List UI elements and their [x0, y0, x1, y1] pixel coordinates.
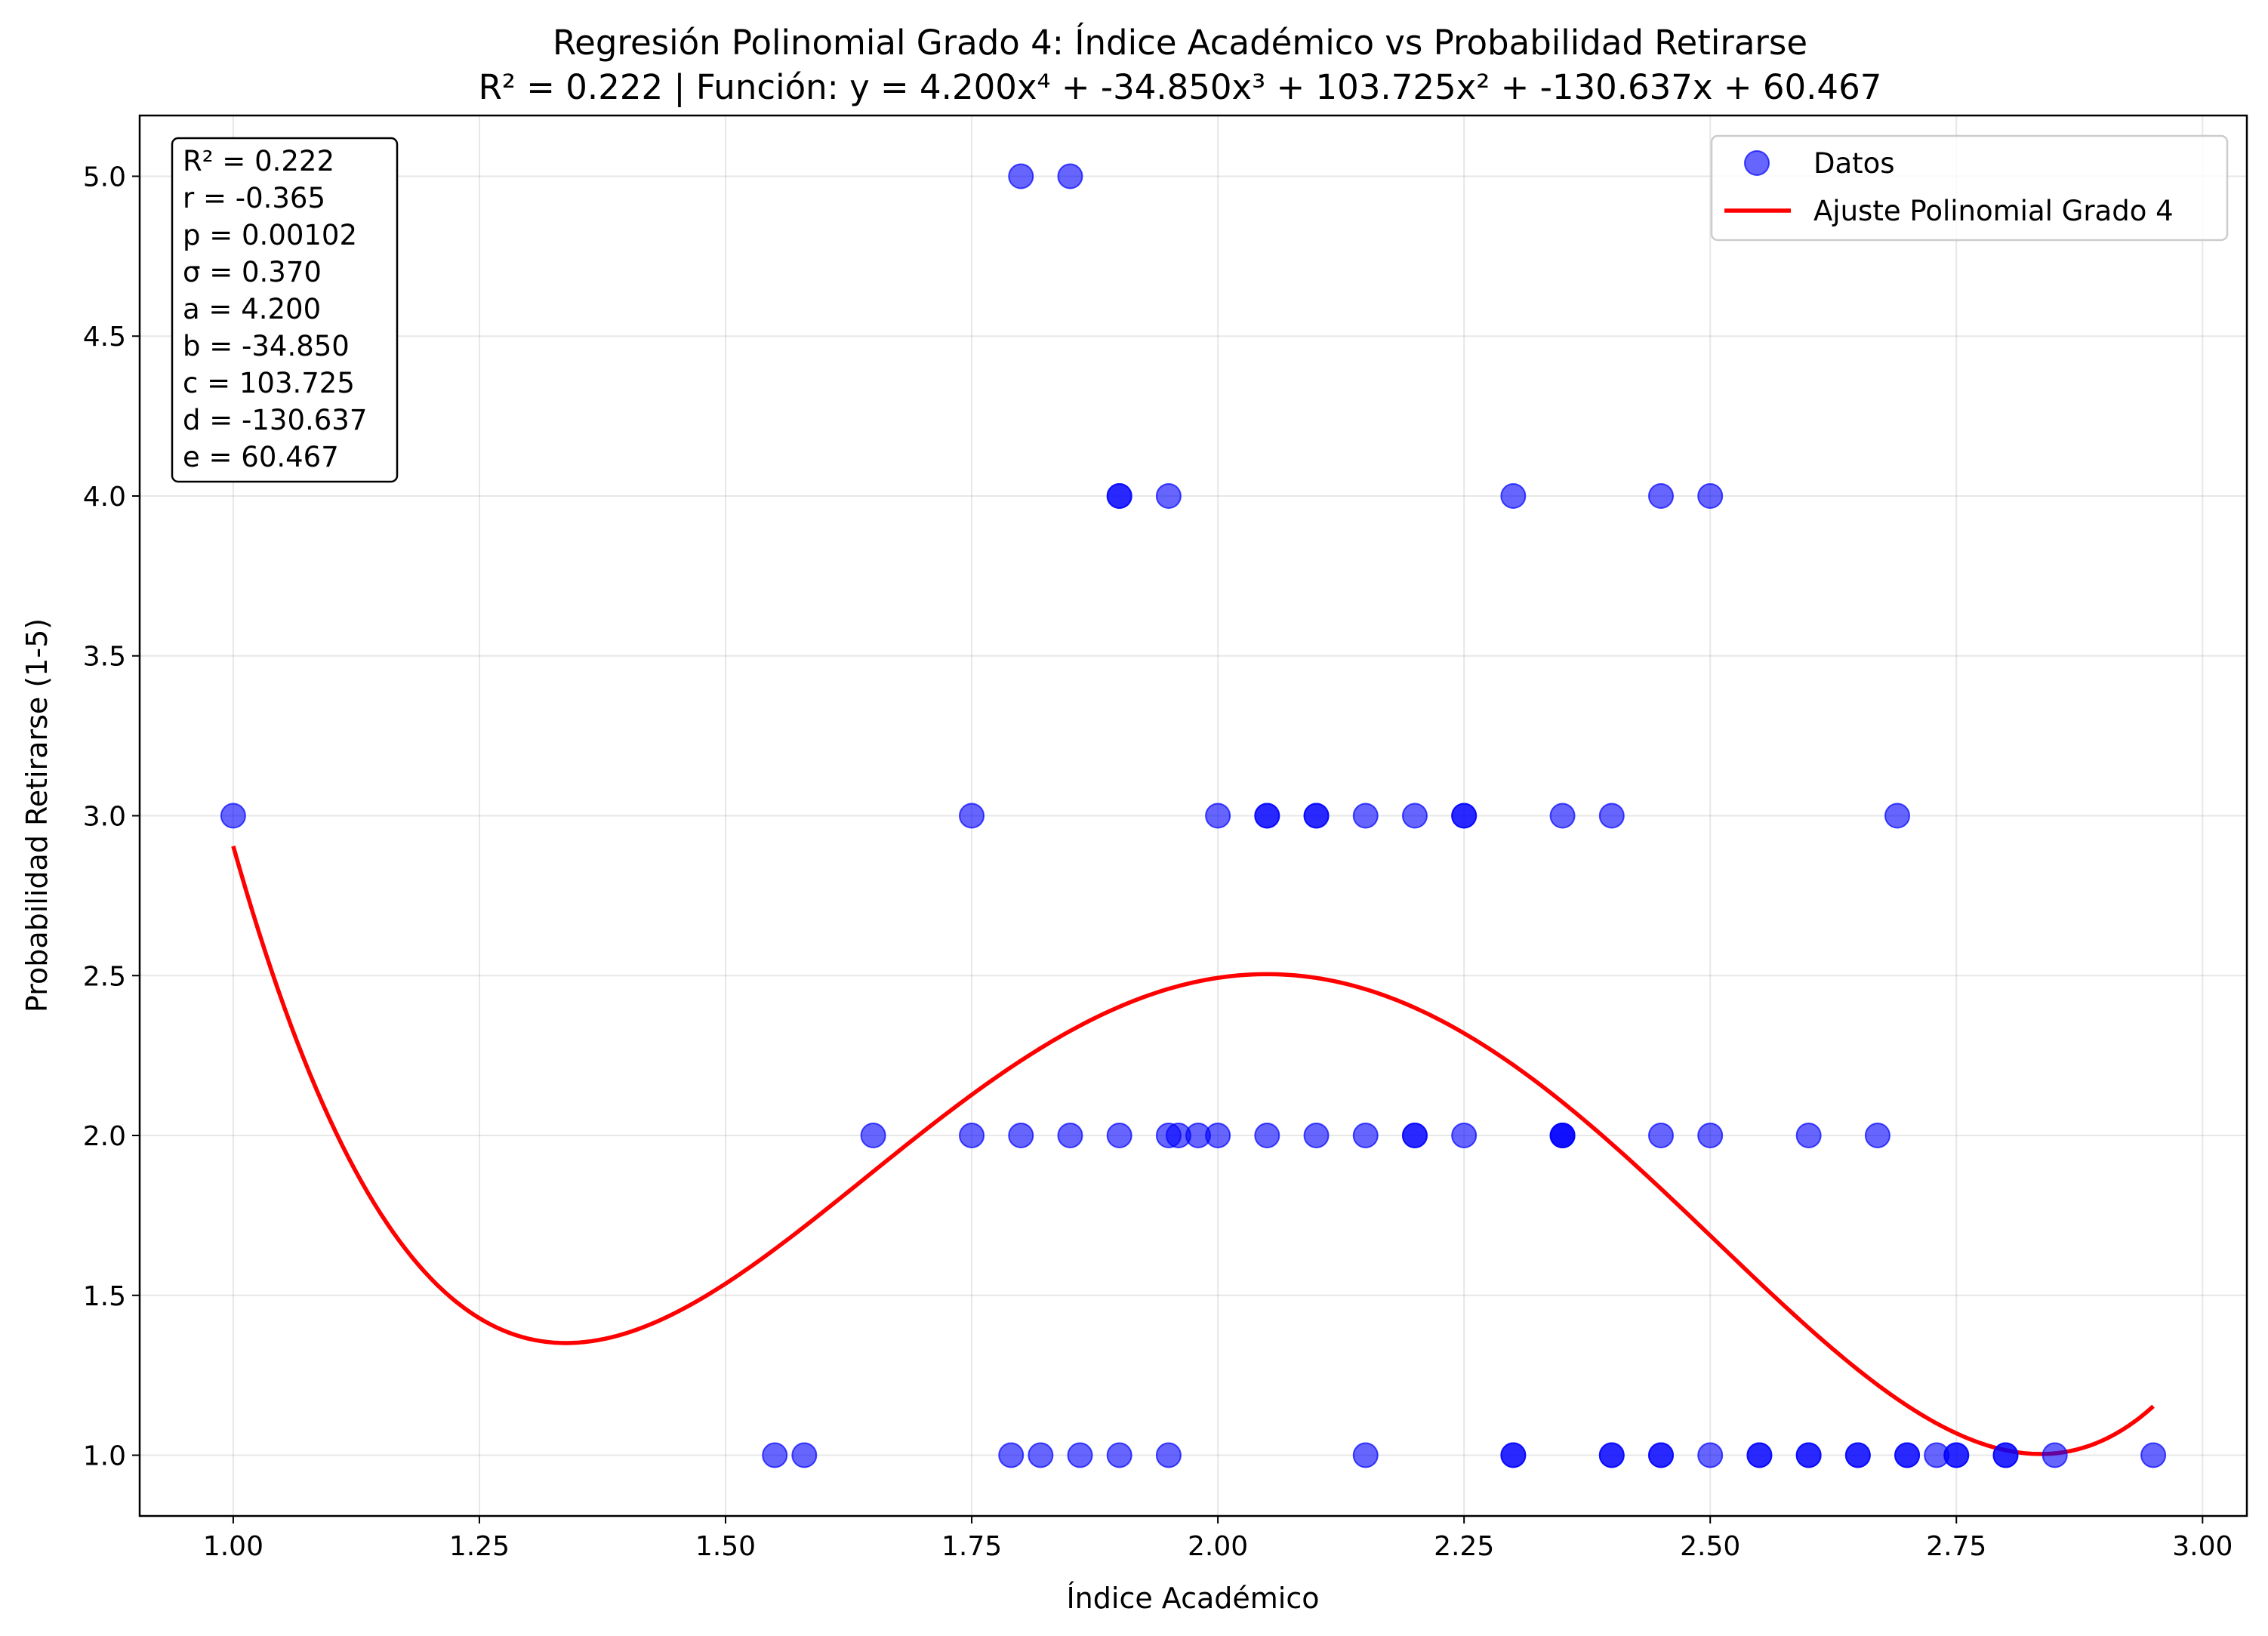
- data-point: [1647, 482, 1674, 509]
- data-point: [1795, 1123, 1822, 1149]
- y-axis-ticks: 1.0 1.5 2.0 2.5 3.0 3.5 4.0 4.5 5.0: [83, 162, 140, 1472]
- data-point: [1008, 163, 1034, 189]
- data-point: [220, 803, 246, 829]
- legend-frame: [1710, 134, 2229, 242]
- y-tick-label: 1.0: [83, 1441, 126, 1472]
- y-tick-label: 1.5: [83, 1281, 126, 1312]
- data-point: [1844, 1442, 1871, 1468]
- data-point: [1303, 1123, 1330, 1149]
- y-tick-label: 5.0: [83, 162, 126, 193]
- data-point: [998, 1442, 1025, 1468]
- x-axis-label: Índice Académico: [1066, 1582, 1319, 1615]
- y-tick-label: 4.5: [83, 322, 126, 353]
- chart-subtitle: R² = 0.222 | Función: y = 4.200x⁴ + -34.…: [479, 67, 1882, 107]
- data-point: [1864, 1123, 1891, 1149]
- data-point: [1008, 1123, 1034, 1149]
- data-point: [1067, 1442, 1093, 1468]
- data-point: [1254, 803, 1280, 829]
- stats-box: R² = 0.222 r = -0.365 p = 0.00102 σ = 0.370…: [171, 137, 399, 483]
- stats-line: p = 0.00102: [183, 219, 357, 251]
- data-point: [1106, 1442, 1132, 1468]
- data-point: [1746, 1442, 1773, 1468]
- x-tick-label: 1.50: [695, 1531, 756, 1562]
- legend: Datos Ajuste Polinomial Grado 4: [1710, 134, 2229, 242]
- y-tick-label: 3.0: [83, 802, 126, 833]
- chart-title: Regresión Polinomial Grado 4: Índice Aca…: [553, 23, 1807, 63]
- y-tick-label: 3.5: [83, 642, 126, 673]
- data-point: [1992, 1442, 2019, 1468]
- data-point: [1451, 803, 1478, 829]
- data-point: [1884, 803, 1911, 829]
- y-tick-label: 4.0: [83, 482, 126, 513]
- data-point: [1697, 1123, 1724, 1149]
- data-point: [1106, 1123, 1132, 1149]
- y-tick-label: 2.0: [83, 1121, 126, 1152]
- stats-box-frame: [171, 137, 399, 483]
- stats-line: e = 60.467: [183, 441, 339, 473]
- data-point: [1894, 1442, 1921, 1468]
- data-point: [1352, 803, 1379, 829]
- x-tick-label: 2.75: [1926, 1531, 1986, 1562]
- plot-frame: [138, 114, 2248, 1517]
- y-axis-label: Probabilidad Retirarse (1-5): [20, 618, 54, 1012]
- x-tick-label: 1.75: [941, 1531, 1002, 1562]
- stats-line: a = 4.200: [183, 293, 321, 325]
- data-point: [2140, 1442, 2167, 1468]
- y-tick-label: 2.5: [83, 961, 126, 992]
- data-point: [959, 1123, 985, 1149]
- x-tick-label: 3.00: [2172, 1531, 2233, 1562]
- x-axis-ticks: 1.00 1.25 1.50 1.75 2.00 2.25 2.50 2.75 3.00: [203, 1516, 2233, 1562]
- data-point: [959, 803, 985, 829]
- stats-line: σ = 0.370: [183, 256, 322, 288]
- data-points: [220, 163, 2167, 1468]
- data-point: [1205, 1123, 1231, 1149]
- data-point: [1549, 803, 1576, 829]
- data-point: [1697, 482, 1724, 509]
- data-point: [1303, 803, 1330, 829]
- data-point: [1598, 803, 1625, 829]
- data-point: [1549, 1123, 1576, 1149]
- data-point: [1352, 1442, 1379, 1468]
- data-point: [1057, 163, 1083, 189]
- data-point: [1598, 1442, 1625, 1468]
- data-point: [1500, 482, 1527, 509]
- data-point: [1451, 1123, 1478, 1149]
- stats-line: c = 103.725: [183, 367, 355, 399]
- legend-label-fit: Ajuste Polinomial Grado 4: [1813, 195, 2174, 227]
- data-point: [762, 1442, 788, 1468]
- data-point: [1254, 1123, 1280, 1149]
- data-point: [1028, 1442, 1054, 1468]
- data-point: [1943, 1442, 1970, 1468]
- data-point: [1352, 1123, 1379, 1149]
- stats-line: R² = 0.222: [183, 145, 334, 177]
- data-point: [860, 1123, 886, 1149]
- stats-line: r = -0.365: [183, 182, 325, 214]
- data-point: [2042, 1442, 2068, 1468]
- data-point: [1500, 1442, 1527, 1468]
- data-point: [1155, 1442, 1182, 1468]
- data-point: [791, 1442, 818, 1468]
- data-point: [1795, 1442, 1822, 1468]
- stats-line: b = -34.850: [183, 330, 350, 362]
- x-tick-label: 2.25: [1434, 1531, 1494, 1562]
- x-tick-label: 1.00: [203, 1531, 263, 1562]
- data-point: [1401, 1123, 1428, 1149]
- data-point: [1155, 482, 1182, 509]
- data-point: [1697, 1442, 1724, 1468]
- data-point: [1057, 1123, 1083, 1149]
- x-tick-label: 2.50: [1680, 1531, 1740, 1562]
- plot-area: [220, 163, 2167, 1468]
- data-point: [1647, 1123, 1674, 1149]
- stats-line: d = -130.637: [183, 404, 367, 436]
- legend-marker-datos: [1744, 150, 1770, 176]
- data-point: [1106, 482, 1132, 509]
- x-tick-label: 1.25: [449, 1531, 510, 1562]
- data-point: [1205, 803, 1231, 829]
- fit-curve-line: [231, 845, 2155, 1456]
- x-tick-label: 2.00: [1188, 1531, 1248, 1562]
- legend-label-datos: Datos: [1813, 147, 1895, 180]
- data-point: [1647, 1442, 1674, 1468]
- data-point: [1401, 803, 1428, 829]
